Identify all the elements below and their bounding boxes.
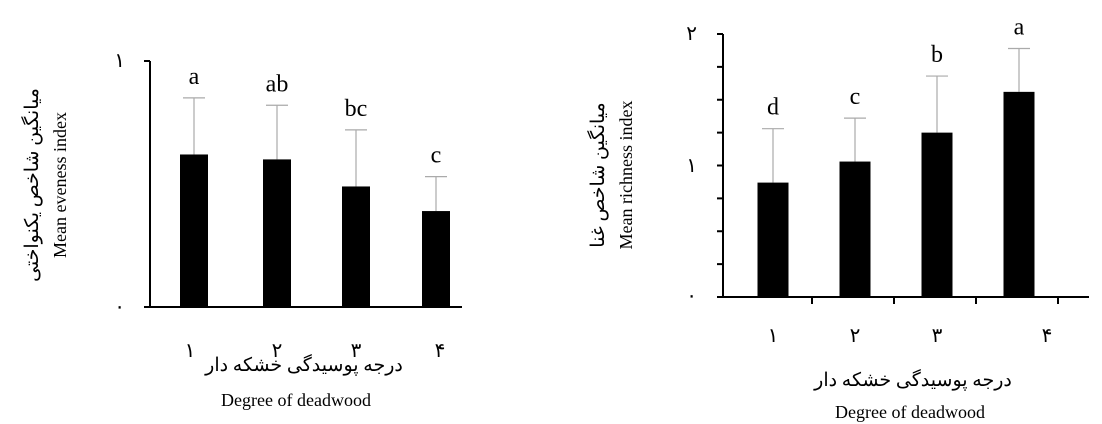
y-axis-title-en: Mean richness index <box>616 101 636 250</box>
bar <box>921 132 953 297</box>
significance-label: d <box>767 95 779 121</box>
significance-label: c <box>850 84 861 110</box>
richness-chart: d ۱ c ۲ b ۳ a ۴ ۲ ۱ ۰ میانگین شاخص غنا Mean ric… <box>586 14 1089 422</box>
bar <box>839 161 871 297</box>
bar <box>422 211 450 307</box>
significance-label: a <box>1014 14 1025 40</box>
significance-label: ab <box>266 71 289 97</box>
y-axis-title-en: Mean eveness index <box>50 112 70 258</box>
y-axis-title-fa: میانگین شاخص یکنواختی <box>20 88 43 282</box>
x-axis-title-en: Degree of deadwood <box>835 402 985 422</box>
bar <box>757 182 789 297</box>
x-axis-title-fa: درجه پوسیدگی خشکه دار <box>204 353 403 376</box>
x-tick-label: ۲ <box>272 340 283 362</box>
evenness-chart: a ۱ ab ۲ bc ۳ c ۴ ۱ ۰ میانگین شاخص یکنواختی Mea… <box>20 50 462 410</box>
significance-label: a <box>189 64 200 90</box>
x-axis-title-en: Degree of deadwood <box>221 390 371 410</box>
y-tick-label: ۰ <box>686 285 697 307</box>
y-axis-title-fa: میانگین شاخص غنا <box>586 102 609 247</box>
bar <box>342 186 370 307</box>
bar <box>180 154 208 307</box>
significance-label: c <box>431 143 442 169</box>
y-tick-label: ۲ <box>686 23 697 45</box>
bar <box>1003 91 1035 297</box>
y-tick-label: ۱ <box>686 155 697 177</box>
x-tick-label: ۳ <box>351 340 362 362</box>
significance-label: bc <box>345 96 368 122</box>
x-tick-label: ۱ <box>768 325 779 347</box>
x-tick-label: ۲ <box>850 325 861 347</box>
x-tick-label: ۱ <box>185 340 196 362</box>
x-tick-label: ۳ <box>932 325 943 347</box>
bar <box>263 159 291 307</box>
x-axis-title-fa: درجه پوسیدگی خشکه دار <box>813 368 1012 391</box>
y-tick-label: ۰ <box>114 296 125 318</box>
x-tick-label: ۴ <box>435 340 446 362</box>
y-tick-label: ۱ <box>114 50 125 72</box>
x-tick-label: ۴ <box>1042 325 1053 347</box>
significance-label: b <box>931 42 943 68</box>
